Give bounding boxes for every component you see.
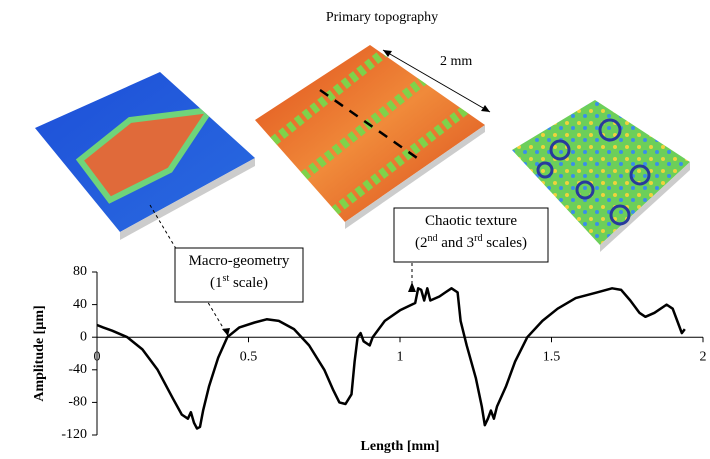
annotation: (2nd and 3rd scales)	[415, 233, 527, 252]
arrow-head	[222, 328, 230, 336]
left-edge	[120, 158, 255, 240]
superscript: rd	[474, 233, 482, 244]
y-tick-label: -40	[68, 362, 87, 377]
x-tick-label: 2	[700, 349, 707, 364]
right-pits	[536, 118, 651, 226]
arrow-head	[383, 50, 392, 57]
x-tick-label: 1	[397, 349, 404, 364]
annotation-text: and 3	[437, 235, 474, 251]
y-tick-label: -80	[68, 395, 87, 410]
annotation: Macro-geometry	[189, 253, 290, 269]
superscript: st	[223, 273, 230, 284]
right-surface	[512, 100, 690, 245]
annotation-text: Macro-geometry	[189, 253, 290, 269]
y-axis-label: Amplitude [µm]	[32, 305, 47, 401]
middle-surface	[255, 45, 485, 222]
superscript: nd	[427, 233, 437, 244]
x-axis-label: Length [mm]	[361, 439, 440, 454]
arrow-head	[481, 105, 490, 112]
profile-line	[96, 287, 686, 430]
left-band	[75, 106, 217, 204]
annotation-text: (1	[210, 275, 223, 291]
profile-path	[319, 88, 421, 162]
heading: Primary topography	[326, 10, 438, 25]
surface-images	[35, 45, 690, 252]
y-tick-label: 80	[73, 264, 87, 279]
y-tick-label: -120	[61, 427, 87, 442]
scale-arrow	[382, 49, 491, 113]
scale-label: 2 mm	[440, 54, 472, 69]
x-tick-label: 1.5	[543, 349, 561, 364]
annotation-box	[174, 247, 304, 303]
y-tick-label: 0	[80, 329, 87, 344]
annotation: Chaotic texture	[425, 213, 517, 229]
middle-stripes	[255, 45, 469, 222]
annotation-text: scales)	[482, 235, 527, 251]
x-tick-label: 0	[94, 349, 101, 364]
y-tick-label: 40	[73, 297, 87, 312]
arrow-head	[408, 282, 416, 292]
annotation-text: scale)	[229, 275, 268, 291]
x-tick-label: 0.5	[240, 349, 258, 364]
middle-edge	[345, 125, 485, 229]
annotation: (1st scale)	[210, 273, 268, 292]
annotation-box	[393, 207, 549, 263]
leader	[149, 204, 229, 337]
annotation-text: (2	[415, 235, 428, 251]
annotation-text: Chaotic texture	[425, 213, 517, 229]
right-edge	[600, 162, 690, 252]
